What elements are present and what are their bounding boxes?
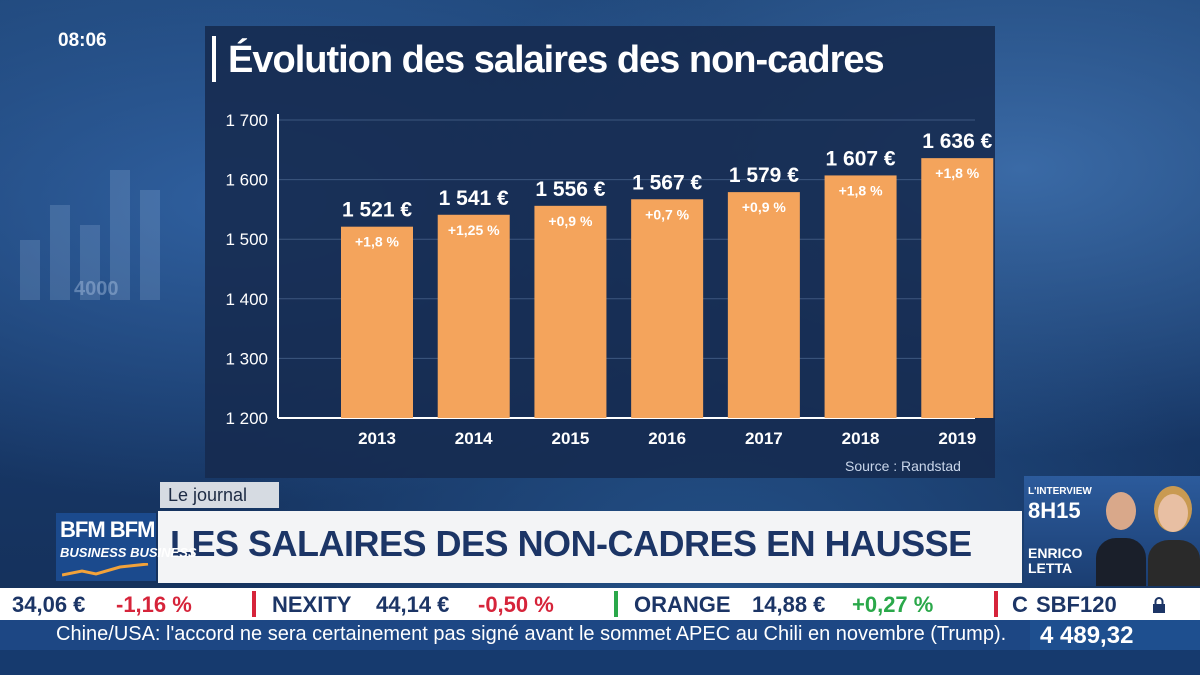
bfm-business-logo: BFM BFM BUSINESS BUSINESS bbox=[56, 513, 197, 581]
x-tick-label: 2019 bbox=[938, 429, 976, 448]
bar bbox=[631, 199, 704, 418]
bar-change-label: +0,9 % bbox=[548, 213, 593, 229]
bar bbox=[921, 158, 994, 419]
index-value: 4 489,32 bbox=[1040, 622, 1134, 649]
index-name: SBF120 bbox=[1036, 592, 1117, 617]
interview-time: 8H15 bbox=[1028, 498, 1081, 523]
bar-value-label: 1 607 € bbox=[826, 147, 896, 170]
logo-text: BFM BFM bbox=[60, 517, 155, 542]
y-tick-label: 1 700 bbox=[225, 111, 268, 130]
bar-change-label: +1,8 % bbox=[935, 165, 980, 181]
ticker-price-2: 44,14 € bbox=[376, 592, 450, 617]
bar-value-label: 1 521 € bbox=[342, 199, 412, 222]
y-tick-label: 1 500 bbox=[225, 230, 268, 249]
logo-arrow-icon bbox=[62, 563, 149, 577]
ticker-change-3: +0,27 % bbox=[852, 592, 934, 617]
ticker-separator bbox=[252, 591, 256, 617]
bar-change-label: +0,9 % bbox=[742, 199, 787, 215]
guest-name: ENRICO LETTA bbox=[1028, 546, 1082, 576]
background-number: 4000 bbox=[74, 278, 119, 300]
bar-chart: 1 200 1 300 1 400 1 500 1 600 1 700 1 521 € +1,… bbox=[225, 111, 994, 448]
chart-title: Évolution des salaires des non-cadres bbox=[228, 39, 885, 81]
chart-source: Source : Randstad bbox=[845, 458, 961, 474]
background-bars bbox=[20, 140, 170, 300]
bar-change-label: +1,25 % bbox=[448, 222, 500, 238]
bar-value-label: 1 636 € bbox=[922, 130, 992, 153]
x-tick-label: 2016 bbox=[648, 429, 686, 448]
y-tick-label: 1 300 bbox=[225, 349, 268, 368]
interview-label: L'INTERVIEW bbox=[1028, 486, 1092, 497]
y-tick-label: 1 200 bbox=[225, 409, 268, 428]
y-tick-label: 1 600 bbox=[225, 171, 268, 190]
headline-bar: LES SALAIRES DES NON-CADRES EN HAUSSE bbox=[158, 511, 1022, 583]
x-tick-label: 2013 bbox=[358, 429, 396, 448]
news-crawl: Chine/USA: l'accord ne sera certainement… bbox=[0, 620, 1030, 650]
guest-photo-1-body bbox=[1096, 538, 1146, 586]
guest-photo-2-body bbox=[1148, 540, 1200, 586]
ticker-name-2: NEXITY bbox=[272, 592, 352, 617]
guest-photo-1-face bbox=[1106, 492, 1136, 530]
y-tick-label: 1 400 bbox=[225, 290, 268, 309]
x-tick-label: 2015 bbox=[552, 429, 590, 448]
stock-ticker: 34,06 € -1,16 % NEXITY 44,14 € -0,50 % O… bbox=[0, 588, 1030, 620]
x-tick-label: 2014 bbox=[455, 429, 493, 448]
bottom-strip bbox=[0, 650, 1200, 675]
bar-change-label: +1,8 % bbox=[839, 182, 884, 198]
section-tag: Le journal bbox=[160, 482, 279, 508]
bar-value-label: 1 567 € bbox=[632, 171, 702, 194]
ticker-name-3: ORANGE bbox=[634, 592, 731, 617]
x-tick-label: 2018 bbox=[842, 429, 880, 448]
ticker-name-4: C bbox=[1012, 592, 1028, 617]
ticker-separator bbox=[994, 591, 998, 617]
bar bbox=[727, 192, 800, 418]
news-text: Chine/USA: l'accord ne sera certainement… bbox=[56, 623, 1007, 645]
bar-change-label: +1,8 % bbox=[355, 234, 400, 250]
bar bbox=[824, 175, 897, 418]
bar-value-label: 1 556 € bbox=[535, 178, 605, 201]
title-accent-bar bbox=[212, 36, 216, 82]
ticker-price-3: 14,88 € bbox=[752, 592, 826, 617]
guest-photo-2-face bbox=[1158, 494, 1188, 532]
x-tick-label: 2017 bbox=[745, 429, 783, 448]
index-box: SBF120 bbox=[1030, 588, 1200, 620]
bar bbox=[341, 226, 413, 418]
bar-value-label: 1 579 € bbox=[729, 164, 799, 187]
ticker-change-1: -1,16 % bbox=[116, 592, 192, 617]
guest-last-name: LETTA bbox=[1028, 560, 1073, 576]
guest-first-name: ENRICO bbox=[1028, 545, 1083, 561]
bar bbox=[534, 205, 607, 418]
logo-subtext: BUSINESS BUSINESS bbox=[60, 545, 197, 560]
bar-value-label: 1 541 € bbox=[439, 187, 509, 210]
lock-icon bbox=[1153, 597, 1165, 613]
bar bbox=[437, 214, 510, 418]
ticker-change-2: -0,50 % bbox=[478, 592, 554, 617]
headline: LES SALAIRES DES NON-CADRES EN HAUSSE bbox=[170, 523, 972, 564]
clock: 08:06 bbox=[58, 30, 107, 51]
interview-promo: L'INTERVIEW 8H15 ENRICO LETTA bbox=[1024, 476, 1200, 586]
index-value-box: 4 489,32 bbox=[1030, 620, 1200, 650]
ticker-separator bbox=[614, 591, 618, 617]
bar-change-label: +0,7 % bbox=[645, 206, 690, 222]
ticker-price-1: 34,06 € bbox=[12, 592, 86, 617]
